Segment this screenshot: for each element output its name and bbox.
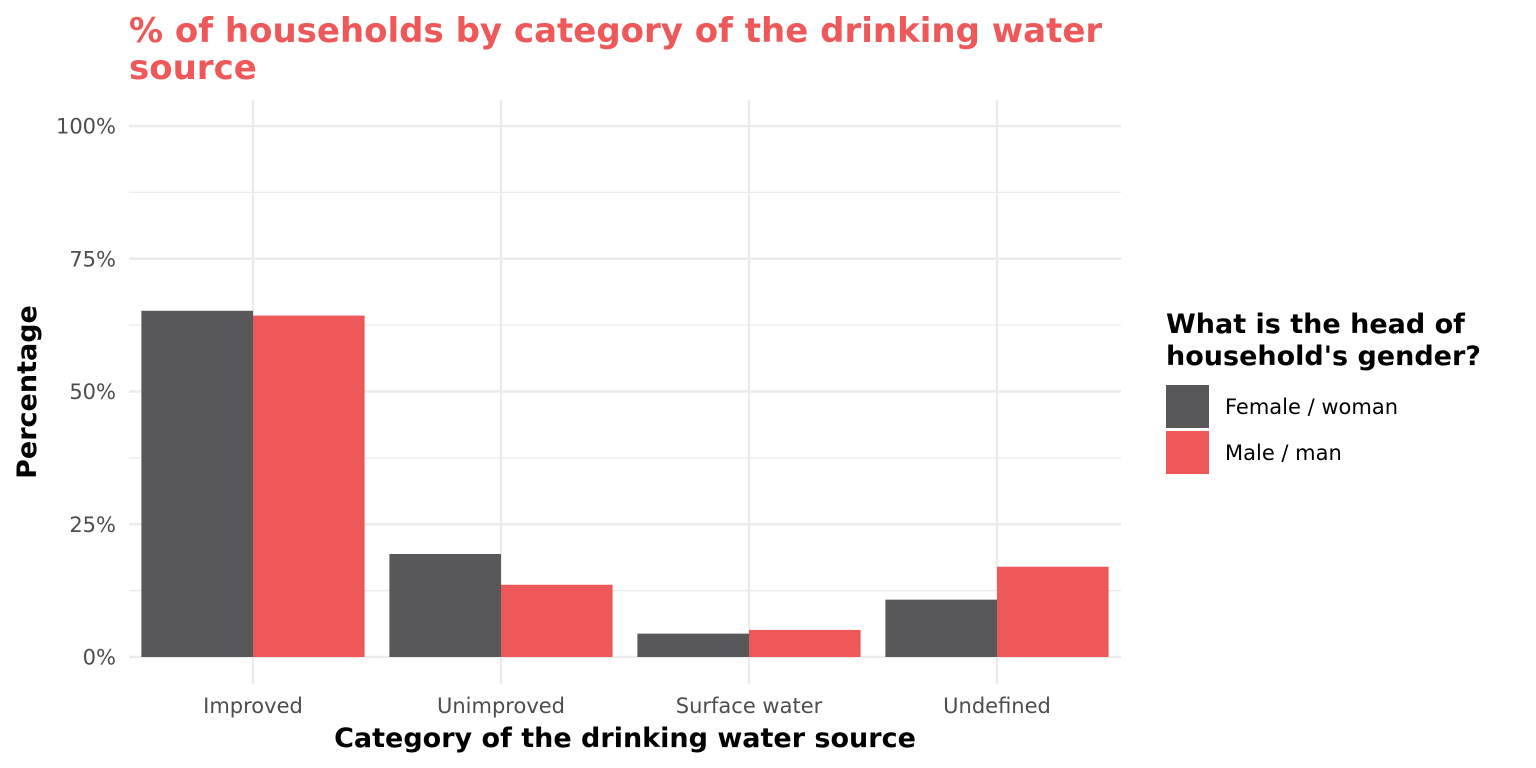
bar-improved-female — [141, 310, 253, 657]
bar-improved-male — [253, 315, 365, 657]
bars — [141, 310, 1109, 657]
legend-label: Male / man — [1225, 441, 1342, 465]
x-axis-ticks: Improved Unimproved Surface water Undefined — [203, 694, 1051, 718]
legend: What is the head of household's gender? … — [1166, 309, 1481, 474]
x-tick-label: Undefined — [943, 694, 1051, 718]
bar-unimproved-female — [389, 553, 501, 657]
chart-title-line-1: % of households by category of the drink… — [129, 11, 1102, 51]
bar-undefined-male — [997, 566, 1109, 657]
bar-undefined-female — [885, 599, 997, 657]
legend-label: Female / woman — [1225, 395, 1398, 419]
legend-key — [1166, 385, 1209, 428]
y-tick-label: 50% — [69, 380, 116, 404]
bar-surface-water-female — [637, 633, 749, 657]
y-axis-title: Percentage — [12, 305, 43, 479]
x-tick-label: Surface water — [676, 694, 823, 718]
y-tick-label: 25% — [69, 513, 116, 537]
y-tick-label: 75% — [69, 247, 116, 271]
legend-title-line-1: What is the head of — [1166, 309, 1465, 340]
x-tick-label: Improved — [203, 694, 303, 718]
y-axis-ticks: 0% 25% 50% 75% 100% — [56, 115, 116, 670]
legend-title-line-2: household's gender? — [1166, 341, 1481, 372]
chart-title-line-2: source — [129, 48, 257, 88]
x-axis-title: Category of the drinking water source — [334, 723, 916, 754]
y-tick-label: 100% — [56, 115, 116, 139]
legend-key — [1166, 431, 1209, 474]
bar-unimproved-male — [501, 584, 613, 657]
y-tick-label: 0% — [83, 646, 116, 670]
legend-items: Female / woman Male / man — [1166, 385, 1398, 474]
x-tick-label: Unimproved — [437, 694, 565, 718]
bar-surface-water-male — [749, 629, 861, 657]
